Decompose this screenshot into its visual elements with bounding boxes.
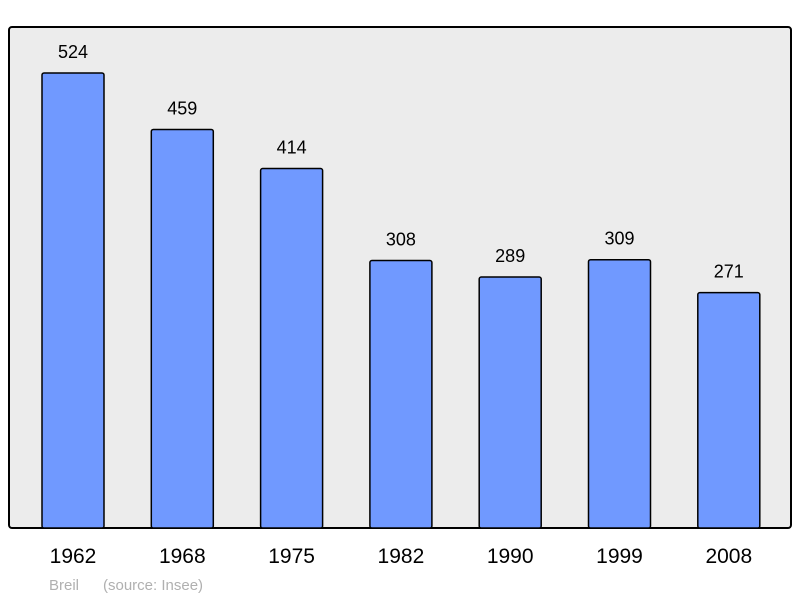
x-tick-label: 2008 — [705, 545, 752, 568]
data-label: 289 — [495, 246, 525, 266]
x-tick-label: 1999 — [596, 545, 643, 568]
x-tick-label: 1975 — [268, 545, 315, 568]
x-tick-label: 1968 — [159, 545, 206, 568]
data-label: 414 — [277, 138, 307, 158]
bar-1968 — [150, 128, 215, 529]
data-label: 308 — [386, 230, 416, 250]
data-label: 459 — [167, 98, 197, 118]
x-tick-label: 1990 — [487, 545, 534, 568]
caption-place: Breil — [49, 577, 79, 594]
bar-2008 — [697, 291, 761, 529]
caption-source: (source: Insee) — [103, 577, 203, 594]
x-tick-label: 1962 — [50, 545, 97, 568]
bar-1990 — [478, 276, 542, 529]
data-label: 309 — [604, 229, 634, 249]
data-label: 271 — [714, 262, 744, 282]
bar-1999 — [587, 258, 652, 529]
bar-1982 — [369, 259, 433, 529]
data-label: 524 — [58, 42, 88, 62]
bar-1962 — [41, 72, 105, 529]
x-tick-label: 1982 — [378, 545, 425, 568]
bar-1975 — [259, 167, 324, 529]
